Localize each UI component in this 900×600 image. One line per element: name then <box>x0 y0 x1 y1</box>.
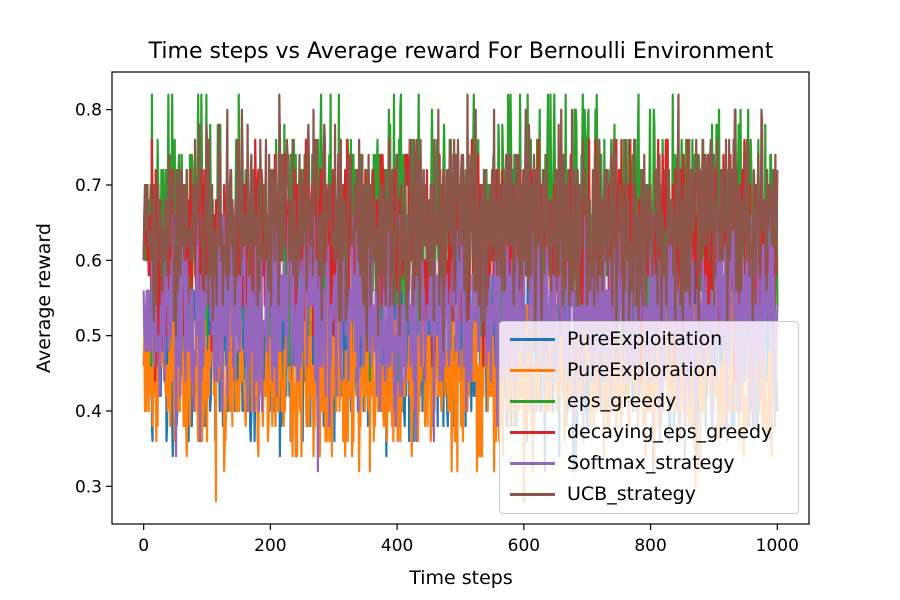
chart-title: Time steps vs Average reward For Bernoul… <box>148 39 774 64</box>
x-axis: 0 200 400 600 800 1000 <box>138 524 799 556</box>
x-tick-label: 1000 <box>756 536 799 556</box>
plot-area <box>111 71 810 525</box>
legend-label: PureExploitation <box>567 328 723 350</box>
legend-item-softmax-strategy: Softmax_strategy <box>510 452 735 474</box>
plot-frame <box>111 71 810 525</box>
x-tick-label: 400 <box>381 536 413 556</box>
y-axis-label: Average reward <box>33 223 55 373</box>
legend-label: decaying_eps_greedy <box>567 421 773 443</box>
x-tick-label: 800 <box>634 536 666 556</box>
x-tick-label: 0 <box>138 536 149 556</box>
y-tick-label: 0.4 <box>75 402 102 422</box>
legend-item-ucb-strategy: UCB_strategy <box>510 483 696 505</box>
y-axis: 0.3 0.4 0.5 0.6 0.7 0.8 <box>75 101 112 497</box>
legend-label: Softmax_strategy <box>567 452 735 474</box>
legend-label: UCB_strategy <box>567 483 696 505</box>
x-axis-label: Time steps <box>408 567 513 589</box>
series-line-ucb-strategy <box>142 93 779 352</box>
legend-swatch <box>510 492 555 496</box>
legend-item-pure-exploitation: PureExploitation <box>510 328 722 350</box>
legend-item-eps-greedy: eps_greedy <box>510 390 676 412</box>
legend-item-decaying-eps-greedy: decaying_eps_greedy <box>510 421 772 443</box>
legend-swatch <box>510 430 555 434</box>
y-tick-label: 0.7 <box>75 176 102 196</box>
legend-label: eps_greedy <box>567 390 677 412</box>
legend-swatch <box>510 399 555 403</box>
legend-swatch <box>510 368 555 372</box>
x-tick-label: 600 <box>508 536 540 556</box>
legend-label: PureExploration <box>567 359 718 381</box>
legend-swatch <box>510 337 555 341</box>
y-tick-label: 0.6 <box>75 251 102 271</box>
legend-swatch <box>510 461 555 465</box>
x-tick-label: 200 <box>254 536 286 556</box>
series-layer <box>142 93 779 503</box>
y-tick-label: 0.8 <box>75 101 102 121</box>
legend: PureExploitation PureExploration eps_gre… <box>499 321 799 514</box>
y-tick-label: 0.3 <box>75 477 102 497</box>
legend-item-pure-exploration: PureExploration <box>510 359 717 381</box>
series-line-softmax-strategy <box>142 214 779 473</box>
y-tick-label: 0.5 <box>75 327 102 347</box>
